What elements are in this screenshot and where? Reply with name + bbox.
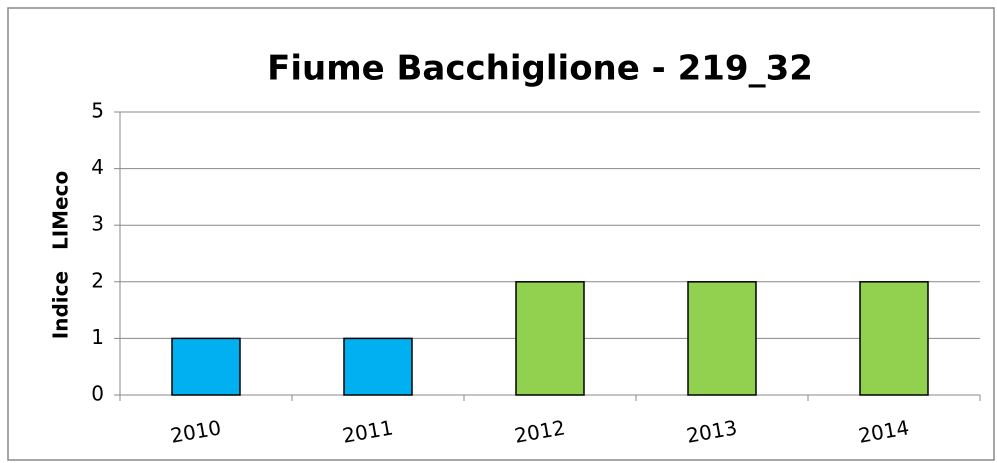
bar xyxy=(515,281,585,396)
chart-title: Fiume Bacchiglione - 219_32 xyxy=(267,49,813,89)
bar xyxy=(343,337,413,396)
y-tick-label: 0 xyxy=(91,382,104,406)
bar xyxy=(687,281,757,396)
bar xyxy=(859,281,929,396)
y-tick-label: 3 xyxy=(91,212,104,236)
y-tick-label: 1 xyxy=(91,325,104,349)
y-axis-label: Indice LIMeco xyxy=(49,171,73,339)
y-tick-label: 5 xyxy=(91,99,104,123)
y-tick-label: 2 xyxy=(91,268,104,292)
y-tick-label: 4 xyxy=(91,155,104,179)
bar xyxy=(171,337,241,396)
